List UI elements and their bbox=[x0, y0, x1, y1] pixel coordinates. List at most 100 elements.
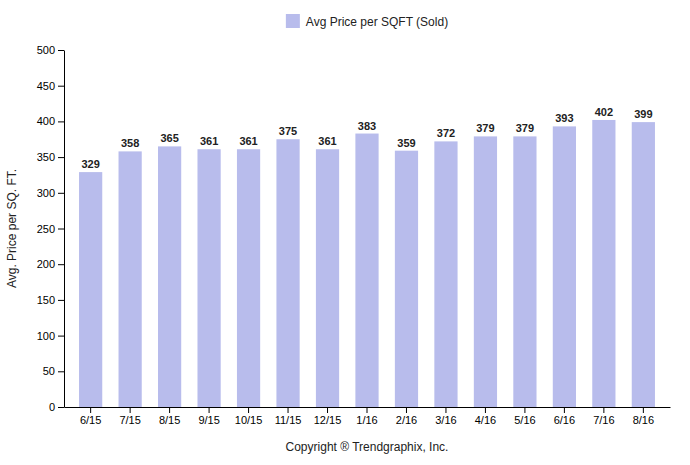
data-label: 375 bbox=[279, 125, 297, 137]
data-label: 393 bbox=[555, 112, 573, 124]
tick: 1/16 bbox=[356, 407, 377, 426]
tick-label: 2/16 bbox=[396, 414, 417, 426]
tick-mark bbox=[58, 371, 64, 372]
tick: 7/16 bbox=[593, 407, 614, 426]
tick: 0 bbox=[49, 401, 64, 413]
tick-mark bbox=[58, 264, 64, 265]
tick-label: 0 bbox=[49, 401, 55, 413]
tick: 50 bbox=[43, 365, 64, 377]
tick-label: 8/15 bbox=[159, 414, 180, 426]
tick-label: 6/16 bbox=[554, 414, 575, 426]
bar bbox=[474, 136, 497, 407]
tick-mark bbox=[90, 407, 91, 413]
tick: 8/16 bbox=[633, 407, 654, 426]
tick: 3/16 bbox=[435, 407, 456, 426]
tick-mark bbox=[58, 336, 64, 337]
tick: 400 bbox=[37, 115, 64, 127]
bar bbox=[553, 126, 576, 407]
bar bbox=[316, 149, 339, 407]
tick: 200 bbox=[37, 258, 64, 270]
data-label: 379 bbox=[516, 122, 534, 134]
tick-label: 11/15 bbox=[275, 414, 302, 426]
tick-label: 150 bbox=[37, 294, 55, 306]
bar bbox=[79, 172, 102, 407]
data-label: 372 bbox=[437, 127, 455, 139]
legend: Avg Price per SQFT (Sold) bbox=[286, 14, 448, 29]
tick-mark bbox=[58, 229, 64, 230]
tick: 300 bbox=[37, 187, 64, 199]
bar bbox=[434, 141, 457, 407]
bar bbox=[197, 149, 220, 407]
tick-label: 5/16 bbox=[514, 414, 535, 426]
tick: 4/16 bbox=[475, 407, 496, 426]
tick-mark bbox=[327, 407, 328, 413]
axis-line bbox=[64, 51, 65, 408]
tick-mark bbox=[485, 407, 486, 413]
plot-area bbox=[79, 120, 655, 407]
data-label: 365 bbox=[160, 132, 178, 144]
tick-mark bbox=[58, 121, 64, 122]
tick-label: 7/15 bbox=[119, 414, 140, 426]
data-label: 329 bbox=[81, 158, 99, 170]
tick-label: 400 bbox=[37, 115, 55, 127]
tick-mark bbox=[58, 300, 64, 301]
tick-mark bbox=[445, 407, 446, 413]
data-label: 361 bbox=[239, 135, 257, 147]
data-label: 361 bbox=[200, 135, 218, 147]
tick-label: 6/15 bbox=[80, 414, 101, 426]
tick-mark bbox=[643, 407, 644, 413]
tick-mark bbox=[288, 407, 289, 413]
legend-swatch bbox=[286, 14, 300, 28]
data-label: 359 bbox=[397, 137, 415, 149]
tick-label: 7/16 bbox=[593, 414, 614, 426]
bar bbox=[513, 136, 536, 407]
tick: 100 bbox=[37, 330, 64, 342]
bar bbox=[237, 149, 260, 407]
tick: 9/15 bbox=[198, 407, 219, 426]
tick-label: 50 bbox=[43, 365, 55, 377]
data-label: 402 bbox=[595, 106, 613, 118]
tick-mark bbox=[58, 193, 64, 194]
y-axis: 050100150200250300350400450500 bbox=[37, 44, 65, 413]
tick-label: 3/16 bbox=[435, 414, 456, 426]
tick-mark bbox=[524, 407, 525, 413]
tick-mark bbox=[406, 407, 407, 413]
tick-mark bbox=[209, 407, 210, 413]
bar bbox=[158, 146, 181, 407]
tick-label: 200 bbox=[37, 258, 55, 270]
tick-mark bbox=[58, 407, 64, 408]
bar bbox=[119, 151, 142, 407]
bar-series bbox=[79, 120, 655, 407]
data-label: 358 bbox=[121, 137, 139, 149]
tick: 7/15 bbox=[119, 407, 140, 426]
bar bbox=[632, 122, 655, 407]
tick: 350 bbox=[37, 151, 64, 163]
data-label: 399 bbox=[634, 108, 652, 120]
data-label: 383 bbox=[358, 120, 376, 132]
tick-label: 12/15 bbox=[314, 414, 342, 426]
tick: 250 bbox=[37, 223, 64, 235]
tick-mark bbox=[603, 407, 604, 413]
x-axis: 6/157/158/159/1510/1511/1512/151/162/163… bbox=[65, 407, 671, 426]
tick-mark bbox=[58, 50, 64, 51]
data-label: 379 bbox=[476, 122, 494, 134]
legend-label: Avg Price per SQFT (Sold) bbox=[306, 15, 448, 29]
bar bbox=[395, 151, 418, 407]
x-axis-title: Copyright ® Trendgraphix, Inc. bbox=[286, 440, 449, 454]
tick: 150 bbox=[37, 294, 64, 306]
tick-label: 4/16 bbox=[475, 414, 496, 426]
tick: 8/15 bbox=[159, 407, 180, 426]
tick-mark bbox=[248, 407, 249, 413]
tick-mark bbox=[169, 407, 170, 413]
tick-label: 100 bbox=[37, 330, 55, 342]
tick-mark bbox=[367, 407, 368, 413]
tick-label: 350 bbox=[37, 151, 55, 163]
tick-label: 1/16 bbox=[356, 414, 377, 426]
chart: 329 358 365 361 361 375 361 383 359 372 379 379 393 4… bbox=[0, 0, 690, 465]
tick-label: 250 bbox=[37, 223, 55, 235]
tick: 450 bbox=[37, 80, 64, 92]
tick-label: 8/16 bbox=[633, 414, 654, 426]
data-label: 361 bbox=[318, 135, 336, 147]
tick: 6/16 bbox=[554, 407, 575, 426]
tick: 2/16 bbox=[396, 407, 417, 426]
